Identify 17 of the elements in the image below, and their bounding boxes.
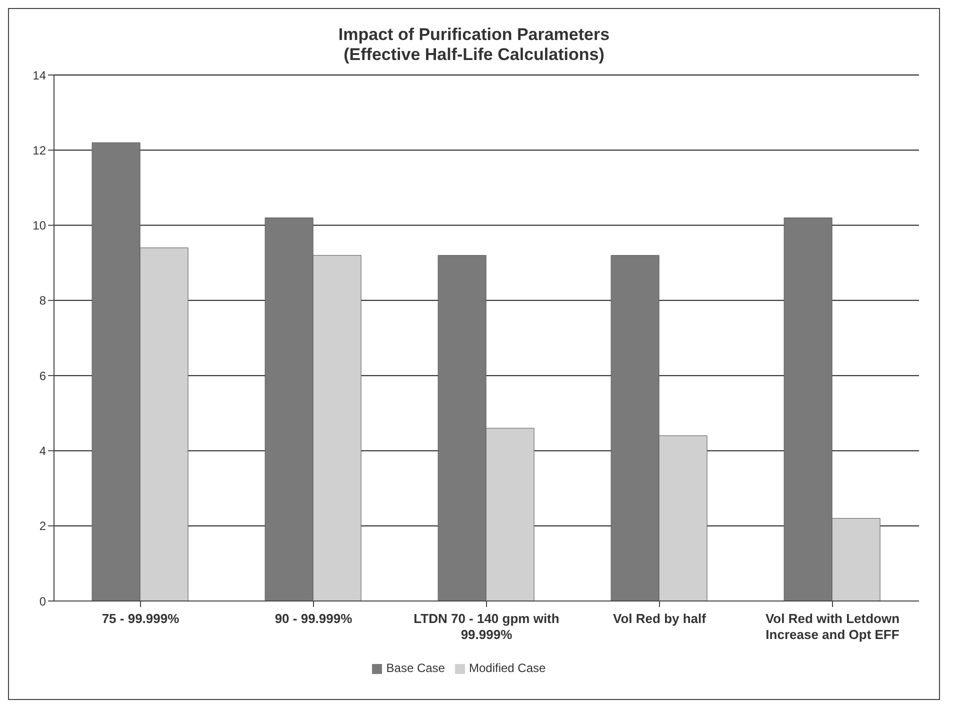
y-tick-label: 14 <box>32 68 46 82</box>
y-tick-label: 10 <box>32 218 46 233</box>
y-tick-label: 8 <box>39 294 46 308</box>
chart-subtitle: (Effective Half-Life Calculations) <box>342 45 606 65</box>
x-tick-label: Vol Red by half <box>613 611 707 626</box>
y-tick-label: 12 <box>32 143 46 158</box>
x-tick-label: 75 - 99.999% <box>102 611 180 626</box>
x-tick-label: LTDN 70 - 140 gpm with 99.999% <box>414 611 560 642</box>
y-tick-label: 6 <box>39 368 46 383</box>
x-tick-label: 90 - 99.999% <box>274 611 353 626</box>
x-tick-label: Vol Red with Letdown Increase and Opt EFF <box>765 611 900 642</box>
y-tick-label: 0 <box>39 594 46 608</box>
y-tick-label: 2 <box>39 519 46 534</box>
y-tick-label: 4 <box>39 444 46 458</box>
chart-title: Impact of Purification Parameters <box>337 24 611 45</box>
legend-label: Base Case <box>386 661 445 675</box>
legend-label: Modified Case <box>468 661 546 675</box>
